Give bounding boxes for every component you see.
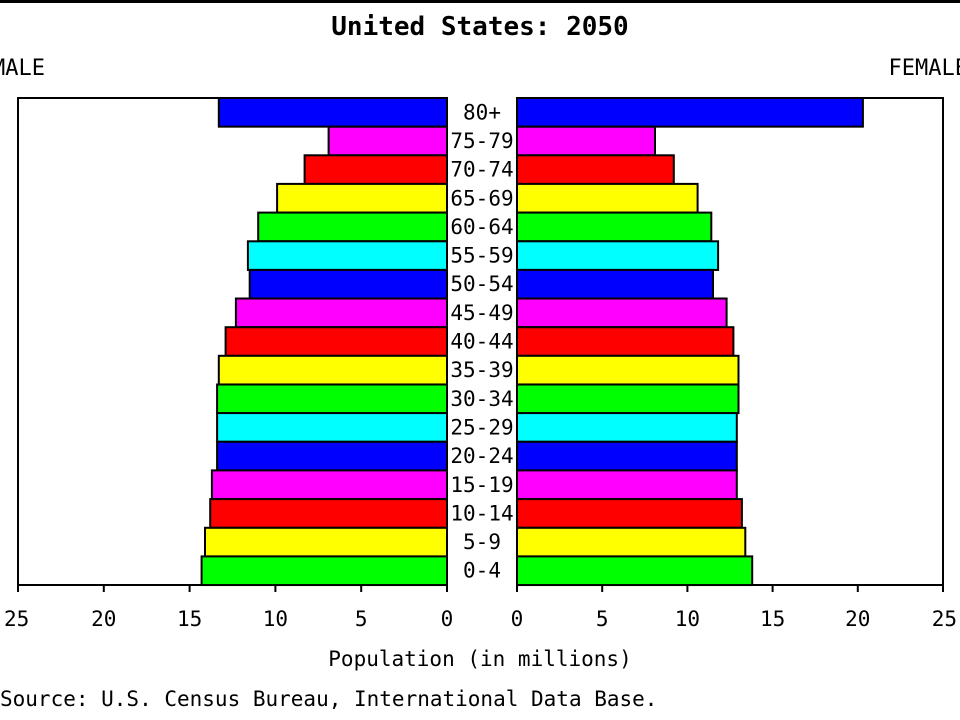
- male-tick-label-25: 25: [4, 607, 29, 631]
- female-bar-15-19: [516, 469, 738, 501]
- male-tick-label-15: 15: [177, 607, 202, 631]
- top-border: [0, 0, 960, 3]
- age-label-55-59: 55-59: [450, 244, 513, 268]
- male-tick-label-0: 0: [441, 607, 454, 631]
- age-label-5-9: 5-9: [463, 530, 501, 554]
- male-bar-35-39: [217, 354, 448, 386]
- male-label: MALE: [0, 56, 45, 81]
- age-label-60-64: 60-64: [450, 215, 513, 239]
- age-label-65-69: 65-69: [450, 186, 513, 210]
- female-bar-65-69: [516, 182, 699, 214]
- male-bar-10-14: [209, 498, 448, 529]
- female-bar-75-79: [516, 125, 656, 157]
- age-label-30-34: 30-34: [450, 387, 513, 411]
- female-tick-label-5: 5: [596, 607, 609, 631]
- age-labels-group: 80+ 75-79 70-74 65-69 60-64 55-59 50-54 45-49 40…: [450, 100, 513, 582]
- male-bar-50-54: [248, 268, 448, 300]
- male-bar-55-59: [246, 240, 448, 271]
- male-bar-25-29: [216, 412, 448, 443]
- female-bar-30-34: [516, 383, 740, 415]
- female-bar-5-9: [516, 526, 747, 558]
- female-bar-35-39: [516, 354, 740, 386]
- male-tick-label-20: 20: [91, 607, 116, 631]
- male-tick-label-5: 5: [355, 607, 368, 631]
- x-axis-ticks-group: 0 0 5 5 10 10 15 15 20 20 25 25: [4, 585, 957, 631]
- female-tick-label-10: 10: [675, 607, 700, 631]
- age-label-80+: 80+: [463, 100, 501, 124]
- source-note: Source: U.S. Census Bureau, Internationa…: [0, 687, 657, 711]
- male-bar-15-19: [210, 469, 448, 501]
- male-bar-75-79: [327, 125, 449, 157]
- female-bar-60-64: [516, 211, 713, 243]
- male-bar-40-44: [224, 326, 448, 357]
- male-bar-30-34: [216, 383, 448, 415]
- female-bar-50-54: [516, 268, 714, 300]
- age-label-10-14: 10-14: [450, 501, 513, 525]
- age-label-40-44: 40-44: [450, 330, 513, 354]
- bars-group: [200, 97, 864, 587]
- female-label: FEMALE: [889, 56, 960, 81]
- female-tick-label-25: 25: [932, 607, 957, 631]
- male-tick-label-10: 10: [263, 607, 288, 631]
- age-label-70-74: 70-74: [450, 158, 513, 182]
- male-bar-45-49: [234, 297, 448, 329]
- age-label-75-79: 75-79: [450, 129, 513, 153]
- female-bar-0-4: [516, 555, 754, 587]
- age-label-15-19: 15-19: [450, 473, 513, 497]
- male-bar-0-4: [200, 555, 448, 587]
- male-bar-70-74: [303, 154, 448, 185]
- age-label-25-29: 25-29: [450, 416, 513, 440]
- female-bar-25-29: [516, 412, 738, 443]
- male-bar-60-64: [257, 211, 449, 243]
- female-bar-70-74: [516, 154, 675, 185]
- male-bar-20-24: [216, 440, 448, 472]
- age-label-0-4: 0-4: [463, 559, 501, 583]
- age-label-35-39: 35-39: [450, 358, 513, 382]
- female-bar-80+: [516, 97, 864, 128]
- chart-title: United States: 2050: [331, 12, 628, 42]
- age-label-20-24: 20-24: [450, 444, 513, 468]
- x-axis-label: Population (in millions): [328, 647, 631, 671]
- age-label-45-49: 45-49: [450, 301, 513, 325]
- male-bar-65-69: [276, 182, 448, 214]
- female-bar-40-44: [516, 326, 735, 357]
- female-bar-55-59: [516, 240, 720, 271]
- female-tick-label-0: 0: [511, 607, 524, 631]
- female-bar-20-24: [516, 440, 738, 472]
- female-bar-45-49: [516, 297, 728, 329]
- male-bar-80+: [217, 97, 448, 128]
- female-tick-label-15: 15: [760, 607, 785, 631]
- female-tick-label-20: 20: [845, 607, 870, 631]
- male-bar-5-9: [204, 526, 448, 558]
- female-bar-10-14: [516, 498, 743, 529]
- age-label-50-54: 50-54: [450, 272, 513, 296]
